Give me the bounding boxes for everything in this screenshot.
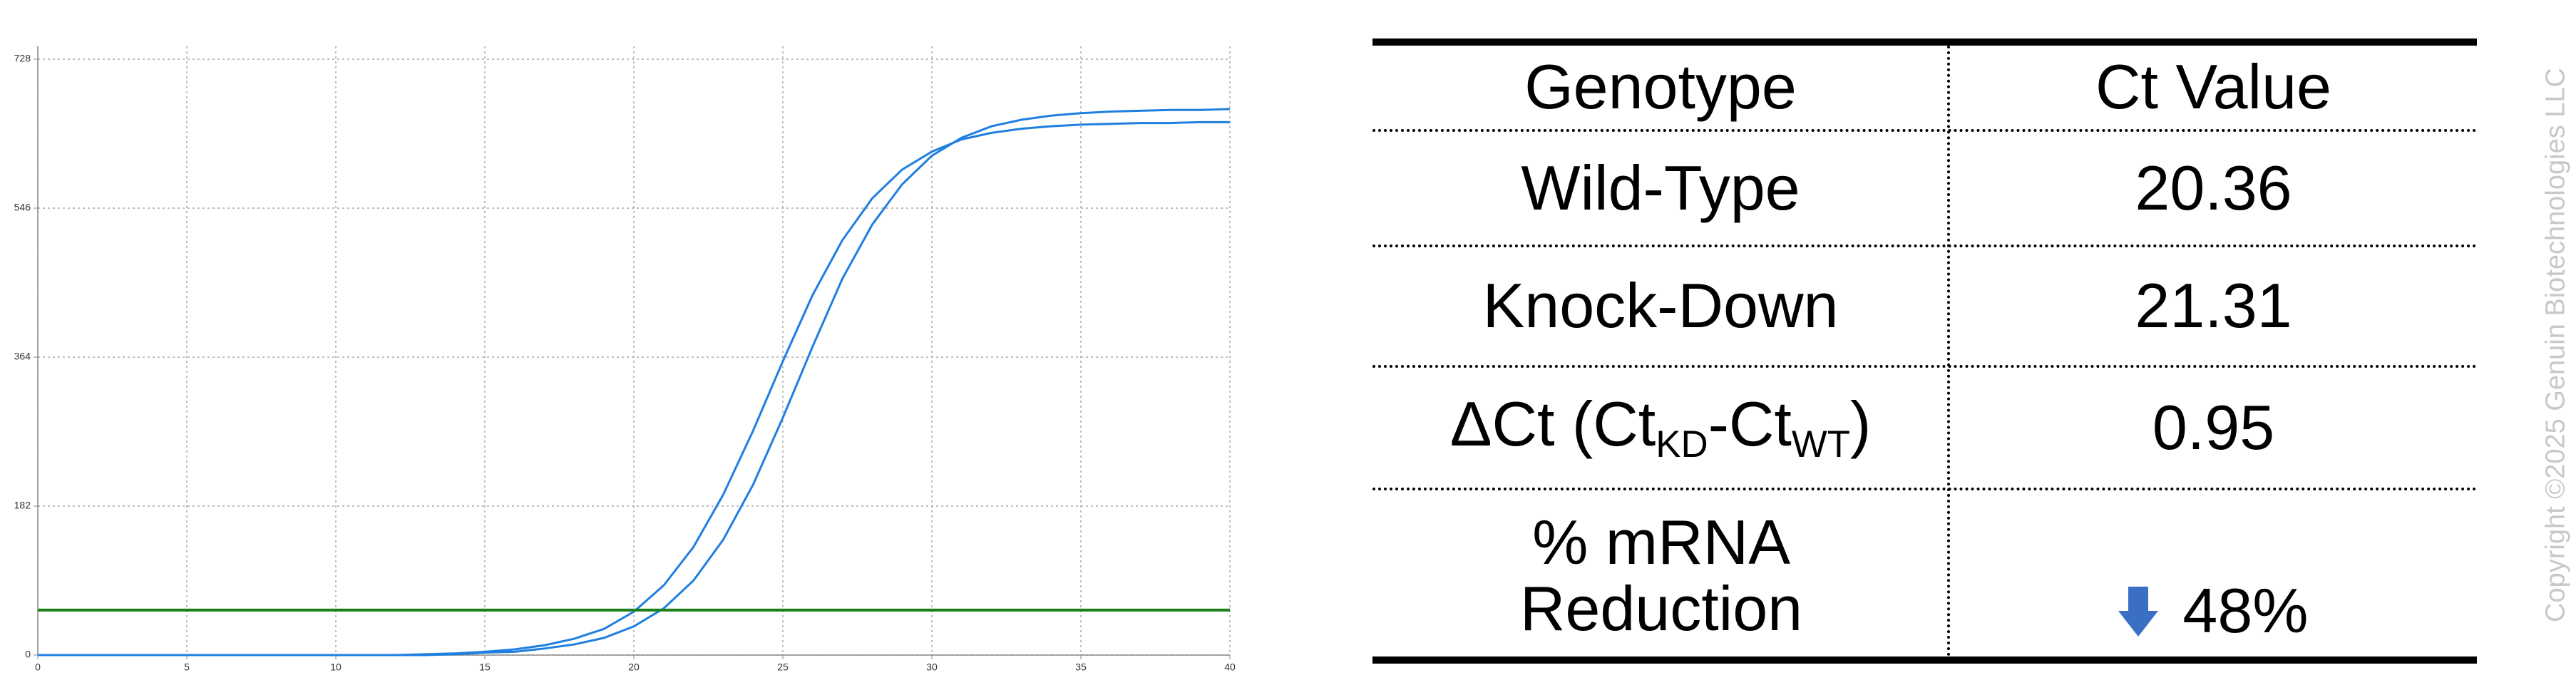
chart: 0 182 364 546 728 0 5 10 15 20 25 30 35 40 xyxy=(14,46,1236,673)
y-tick-label: 182 xyxy=(14,500,31,511)
cell-text: -Ct xyxy=(1708,388,1792,459)
table-cell: 21.31 xyxy=(2135,270,2292,341)
cell-text: 48% xyxy=(2182,575,2309,647)
x-tick-label: 35 xyxy=(1075,661,1087,673)
header-cell: Genotype xyxy=(1524,51,1797,123)
table-cell: 0.95 xyxy=(2152,391,2275,463)
cell-text: ) xyxy=(1849,388,1872,459)
subscript: WT xyxy=(1791,423,1850,465)
x-tick-label: 5 xyxy=(184,661,190,673)
y-tick-label: 364 xyxy=(14,351,31,362)
table-cell: ΔCt (CtKD-CtWT) xyxy=(1372,368,1949,488)
y-tick-label: 728 xyxy=(14,53,31,64)
subscript: KD xyxy=(1656,423,1708,465)
row-divider xyxy=(1372,129,2477,132)
x-tick-label: 30 xyxy=(926,661,938,673)
x-tick-label: 20 xyxy=(628,661,640,673)
x-tick-label: 25 xyxy=(777,661,789,673)
table-border xyxy=(1372,38,2477,46)
row-divider xyxy=(1372,365,2477,368)
x-tick-label: 10 xyxy=(330,661,342,673)
column-divider xyxy=(1947,46,1950,656)
x-tick-label: 0 xyxy=(35,661,41,673)
table-cell: Knock-Down xyxy=(1482,270,1839,341)
x-tick-label: 15 xyxy=(479,661,491,673)
down-arrow-icon xyxy=(2118,586,2159,637)
x-tick-label: 40 xyxy=(1224,661,1236,673)
cell-text: ΔCt (Ct xyxy=(1449,388,1656,459)
table-cell: 20.36 xyxy=(2135,152,2292,223)
copyright: Copyright ©2025 Genuin Biotechnologies L… xyxy=(2540,68,2571,622)
y-tick-label: 0 xyxy=(25,649,31,660)
row-divider xyxy=(1372,488,2477,490)
table-cell: 48% xyxy=(1950,570,2477,652)
table-cell: Wild-Type xyxy=(1521,152,1800,223)
row-divider xyxy=(1372,244,2477,247)
header-cell: Ct Value xyxy=(2095,51,2331,123)
y-tick-label: 546 xyxy=(14,202,31,213)
table-cell: % mRNA Reduction xyxy=(1519,507,1803,644)
table-border xyxy=(1372,656,2477,664)
amplification-curve xyxy=(38,108,1231,656)
